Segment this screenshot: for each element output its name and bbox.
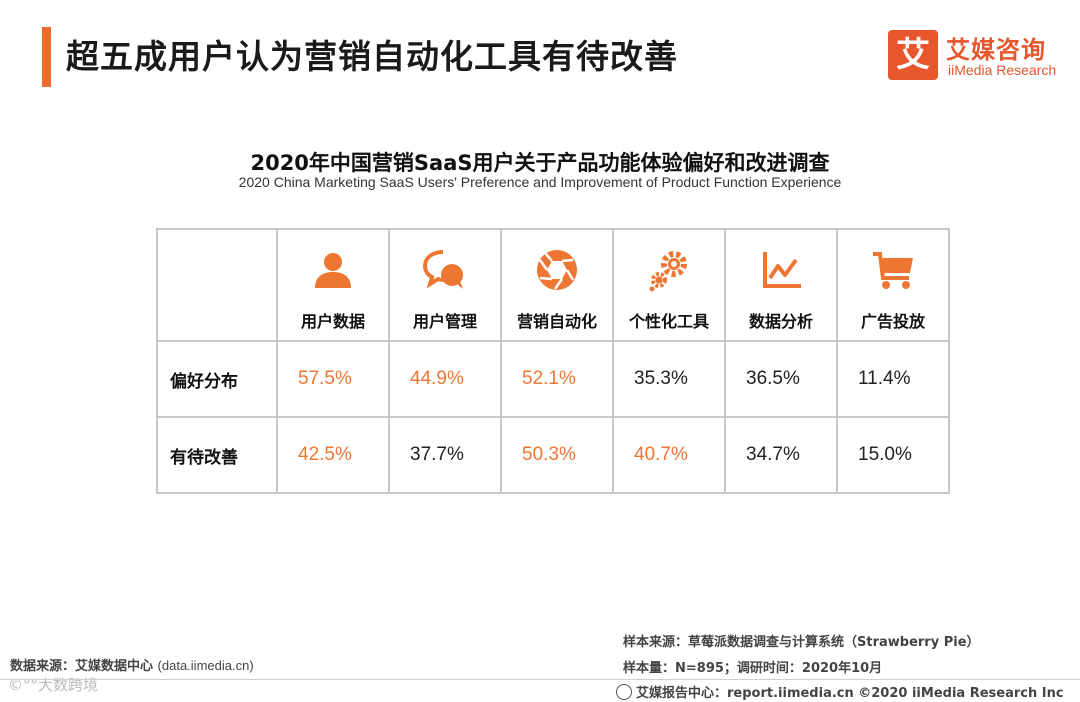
column-label: 数据分析 (748, 312, 813, 331)
logo-mark: 艾 (888, 30, 938, 80)
sample-size: 样本量：N=895；调研时间：2020年10月 (623, 661, 883, 676)
data-source-url: (data.iimedia.cn) (157, 658, 254, 673)
gears-icon (649, 251, 687, 292)
column-header: 广告投放 (836, 228, 950, 342)
iimedia-logo: 艾 艾媒咨询 iiMedia Research (888, 30, 1068, 82)
value-cell: 42.5% (276, 416, 390, 494)
value-cell: 52.1% (500, 340, 614, 418)
table-header-row: 用户数据 用户管理 营销自动化 (156, 228, 950, 342)
chat-bubbles-icon (423, 250, 463, 289)
column-label: 个性化工具 (628, 312, 709, 331)
shopping-cart-icon (873, 252, 913, 289)
table-row: 有待改善 42.5% 37.7% 50.3% 40.7% 34.7% 15.0% (156, 416, 950, 494)
column-header: 数据分析 (724, 228, 838, 342)
value-cell: 57.5% (276, 340, 390, 418)
chart-title: 2020年中国营销SaaS用户关于产品功能体验偏好和改进调查 (250, 151, 830, 175)
user-icon (315, 253, 351, 288)
value-cell: 44.9% (388, 340, 502, 418)
line-chart-icon (763, 252, 801, 288)
value-cell: 35.3% (612, 340, 726, 418)
report-center-text: 艾媒报告中心：report.iimedia.cn ©2020 iiMedia R… (636, 686, 1064, 701)
corner-cell (156, 228, 278, 342)
logo-en-text: iiMedia Research (948, 62, 1057, 78)
chart-subtitle: 2020 China Marketing SaaS Users' Prefere… (238, 174, 842, 190)
row-label: 偏好分布 (156, 340, 278, 418)
column-header: 个性化工具 (612, 228, 726, 342)
column-label: 营销自动化 (516, 312, 597, 331)
survey-table: 用户数据 用户管理 营销自动化 (156, 228, 950, 494)
sample-source: 样本来源：草莓派数据调查与计算系统（Strawberry Pie） (623, 635, 980, 650)
column-label: 广告投放 (860, 312, 925, 331)
column-header: 用户管理 (388, 228, 502, 342)
value-cell: 50.3% (500, 416, 614, 494)
data-source: 数据来源：艾媒数据中心 (data.iimedia.cn) (10, 655, 254, 674)
watermark: ©°°大数跨境 (8, 676, 99, 694)
value-cell: 36.5% (724, 340, 838, 418)
footer-divider (0, 679, 1080, 680)
column-label: 用户管理 (412, 312, 477, 331)
value-cell: 40.7% (612, 416, 726, 494)
value-cell: 11.4% (836, 340, 950, 418)
report-center: 艾媒报告中心：report.iimedia.cn ©2020 iiMedia R… (616, 682, 1064, 701)
column-label: 用户数据 (300, 312, 365, 331)
data-source-label: 数据来源：艾媒数据中心 (10, 659, 154, 674)
logo-cn-text: 艾媒咨询 (946, 36, 1046, 64)
value-cell: 15.0% (836, 416, 950, 494)
column-header: 营销自动化 (500, 228, 614, 342)
aperture-icon (537, 250, 577, 290)
column-header: 用户数据 (276, 228, 390, 342)
page-title: 超五成用户认为营销自动化工具有待改善 (66, 37, 678, 76)
row-label: 有待改善 (156, 416, 278, 494)
globe-icon (616, 684, 632, 700)
table-row: 偏好分布 57.5% 44.9% 52.1% 35.3% 36.5% 11.4% (156, 340, 950, 418)
value-cell: 34.7% (724, 416, 838, 494)
title-accent-bar (42, 27, 51, 87)
value-cell: 37.7% (388, 416, 502, 494)
